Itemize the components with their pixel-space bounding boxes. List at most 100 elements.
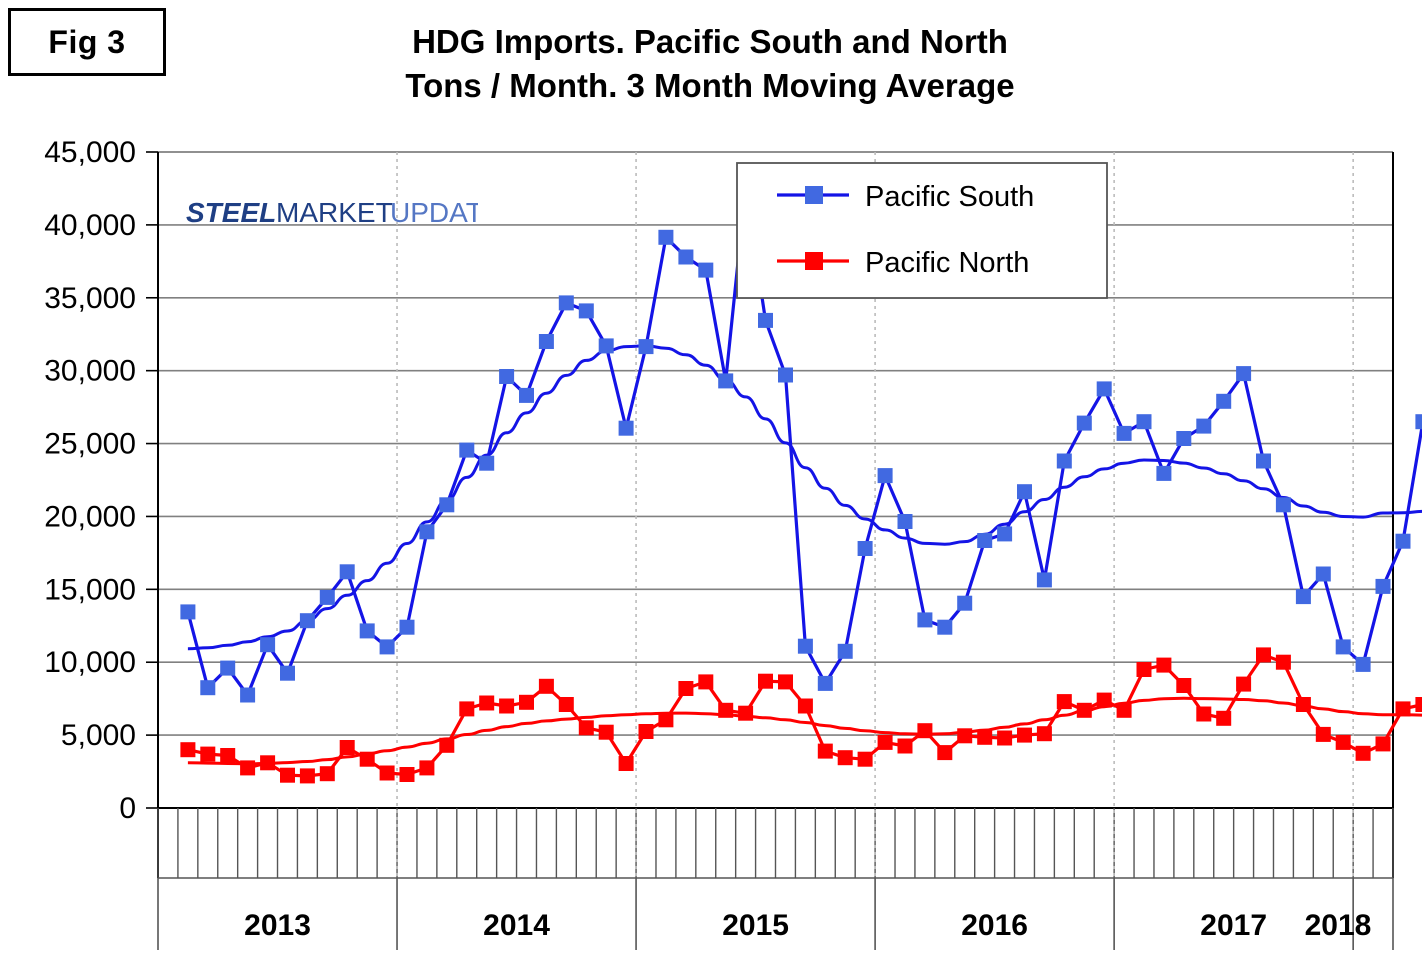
data-point-marker bbox=[638, 339, 654, 355]
data-point-marker bbox=[1275, 654, 1291, 670]
data-point-marker bbox=[1136, 662, 1152, 677]
data-point-marker bbox=[200, 746, 216, 762]
data-point-marker bbox=[220, 660, 236, 676]
data-point-marker bbox=[1315, 726, 1331, 742]
data-point-marker bbox=[1096, 381, 1112, 397]
data-point-marker bbox=[1056, 694, 1072, 710]
data-point-marker bbox=[997, 526, 1013, 542]
data-point-marker bbox=[1116, 425, 1132, 441]
data-point-marker bbox=[1236, 366, 1252, 382]
data-point-marker bbox=[1335, 639, 1351, 655]
data-point-marker bbox=[558, 295, 574, 311]
data-point-marker bbox=[399, 619, 415, 635]
data-point-marker bbox=[1335, 734, 1351, 750]
y-axis-tick-label: 0 bbox=[119, 792, 136, 825]
data-point-marker bbox=[638, 724, 654, 739]
legend-label[interactable]: Pacific South bbox=[865, 181, 1034, 213]
data-point-marker bbox=[1156, 465, 1172, 481]
data-point-marker bbox=[1295, 697, 1311, 712]
data-point-marker bbox=[479, 455, 495, 471]
data-point-marker bbox=[280, 767, 295, 783]
data-point-marker bbox=[817, 743, 833, 759]
data-point-marker bbox=[877, 734, 893, 750]
data-point-marker bbox=[897, 514, 913, 529]
steel-market-update-logo: STEEL MARKET UPDATE bbox=[178, 158, 502, 266]
data-point-marker bbox=[957, 595, 973, 611]
data-point-marker bbox=[499, 369, 515, 384]
data-point-marker bbox=[977, 729, 993, 745]
data-point-marker bbox=[578, 303, 594, 319]
data-point-marker bbox=[797, 638, 813, 654]
data-point-marker bbox=[598, 724, 614, 740]
chart-legend[interactable]: Pacific South Pacific North bbox=[736, 162, 1108, 299]
x-axis-year-label: 2017 bbox=[1200, 909, 1267, 942]
data-point-marker bbox=[299, 613, 315, 629]
data-point-marker bbox=[280, 665, 295, 681]
data-point-marker bbox=[240, 687, 256, 703]
data-point-marker bbox=[379, 765, 395, 781]
trend-lines-group bbox=[187, 344, 1422, 766]
data-point-marker bbox=[439, 497, 455, 513]
data-point-marker bbox=[1395, 701, 1411, 717]
data-point-marker bbox=[698, 674, 714, 690]
data-point-marker bbox=[1076, 415, 1092, 431]
data-point-marker bbox=[678, 249, 694, 265]
logo-word-steel: STEEL bbox=[186, 197, 276, 228]
data-point-marker bbox=[1315, 566, 1331, 582]
data-point-marker bbox=[857, 541, 873, 556]
data-point-marker bbox=[1415, 414, 1422, 430]
data-point-marker bbox=[698, 262, 714, 278]
data-point-marker bbox=[778, 367, 793, 383]
data-point-marker bbox=[1415, 697, 1422, 712]
data-point-marker bbox=[1375, 578, 1391, 594]
legend-label[interactable]: Pacific North bbox=[865, 247, 1029, 279]
data-point-marker bbox=[797, 698, 813, 714]
data-point-marker bbox=[379, 639, 395, 655]
y-axis-tick-label: 20,000 bbox=[44, 500, 136, 533]
logo-swoosh-icon bbox=[222, 172, 297, 256]
data-point-marker bbox=[1017, 727, 1032, 743]
data-point-marker bbox=[1355, 745, 1371, 761]
x-axis-year-label: 2013 bbox=[244, 909, 311, 942]
data-point-marker bbox=[1216, 710, 1232, 726]
data-point-marker bbox=[1036, 726, 1052, 742]
data-point-marker bbox=[957, 728, 973, 744]
data-point-marker bbox=[180, 742, 196, 758]
legend-marker-swatch bbox=[805, 252, 823, 270]
y-axis-labels: 0 5,000 10,000 15,000 20,000 25,000 30,000 35,0… bbox=[44, 136, 136, 825]
data-point-marker bbox=[1116, 702, 1132, 718]
y-axis-tick-label: 25,000 bbox=[44, 428, 136, 461]
data-point-marker bbox=[439, 737, 455, 753]
data-point-marker bbox=[917, 612, 933, 628]
data-point-marker bbox=[339, 740, 355, 755]
y-axis-tick-label: 40,000 bbox=[44, 209, 136, 242]
data-point-marker bbox=[419, 524, 435, 540]
data-point-marker bbox=[240, 760, 256, 776]
data-point-marker bbox=[1017, 484, 1032, 500]
series-markers-group bbox=[180, 180, 1422, 784]
data-point-marker bbox=[419, 760, 435, 776]
trend-line-pacific-south bbox=[187, 344, 1422, 651]
data-point-marker bbox=[817, 675, 833, 691]
data-point-marker bbox=[937, 619, 953, 635]
y-axis-tick-label: 45,000 bbox=[44, 136, 136, 169]
data-point-marker bbox=[1196, 418, 1212, 434]
data-point-marker bbox=[738, 705, 754, 721]
data-point-marker bbox=[1256, 647, 1271, 663]
data-point-marker bbox=[200, 680, 216, 696]
data-point-marker bbox=[260, 637, 276, 653]
data-point-marker bbox=[1076, 702, 1092, 718]
data-point-marker bbox=[1395, 533, 1411, 549]
y-axis-tick-label: 10,000 bbox=[44, 646, 136, 679]
data-point-marker bbox=[519, 694, 534, 710]
data-point-marker bbox=[997, 730, 1013, 746]
data-point-marker bbox=[1256, 453, 1271, 469]
data-point-marker bbox=[897, 738, 913, 754]
data-point-marker bbox=[1196, 706, 1212, 722]
data-point-marker bbox=[678, 681, 694, 696]
legend-background bbox=[736, 162, 1108, 299]
data-point-marker bbox=[459, 442, 475, 458]
data-point-marker bbox=[499, 698, 515, 714]
data-point-marker bbox=[220, 748, 236, 763]
